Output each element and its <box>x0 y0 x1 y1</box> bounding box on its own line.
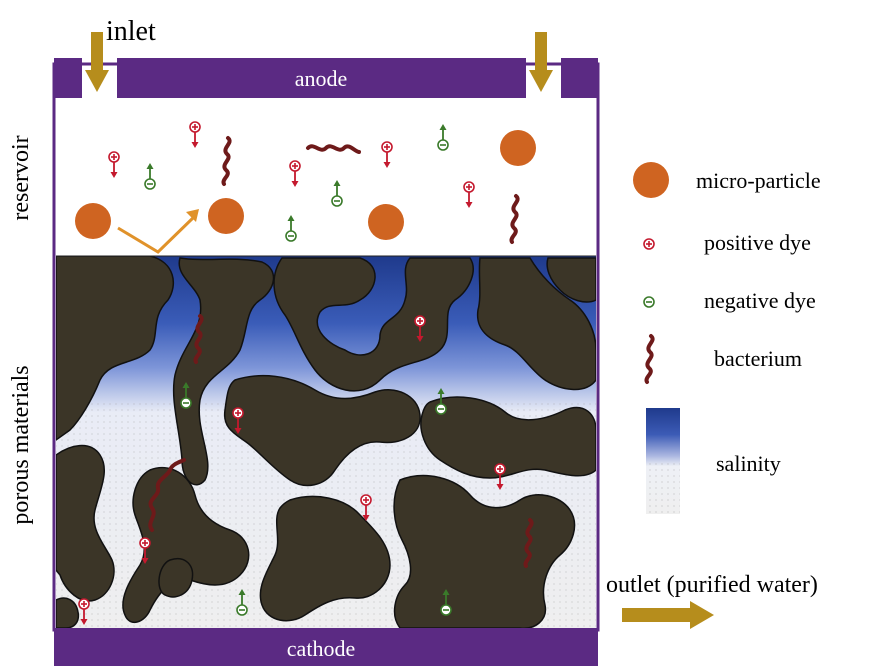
anode-right-segment <box>561 58 598 98</box>
outlet-label: outlet (purified water) <box>606 572 818 598</box>
legend-negative-dye-icon <box>643 296 655 308</box>
cathode <box>54 628 598 666</box>
micro-particle <box>208 198 244 234</box>
bacterium <box>148 458 186 532</box>
bounce-arrowhead <box>186 209 199 222</box>
micro-particle <box>75 203 111 239</box>
legend-micro-particle-label: micro-particle <box>696 168 821 193</box>
inlet-arrow-left <box>85 32 109 92</box>
legend-salinity-texture <box>646 460 680 514</box>
bounce-path <box>117 214 197 254</box>
legend-bacterium-label: bacterium <box>714 346 802 371</box>
reservoir-label: reservoir <box>8 135 34 220</box>
cathode-label: cathode <box>287 636 355 661</box>
legend-bacterium-icon <box>644 334 655 384</box>
outlet-arrow <box>622 601 714 629</box>
anode <box>117 58 526 98</box>
legend-micro-particle-icon <box>633 162 669 198</box>
legend-positive-dye-label: positive dye <box>704 230 811 255</box>
micro-particle <box>500 130 536 166</box>
legend-negative-dye-label: negative dye <box>704 288 816 313</box>
porous-grains <box>56 256 596 628</box>
micro-particle <box>368 204 404 240</box>
legend-positive-dye-icon <box>643 238 655 250</box>
porous-materials-label: porous materials <box>8 365 34 524</box>
inlet-arrow-right <box>529 32 553 92</box>
anode-left-segment <box>54 58 82 98</box>
inlet-label: inlet <box>106 16 156 47</box>
legend-salinity-label: salinity <box>716 451 781 476</box>
anode-label: anode <box>295 66 348 91</box>
reservoir-region <box>56 98 596 256</box>
bacterium <box>306 144 361 154</box>
